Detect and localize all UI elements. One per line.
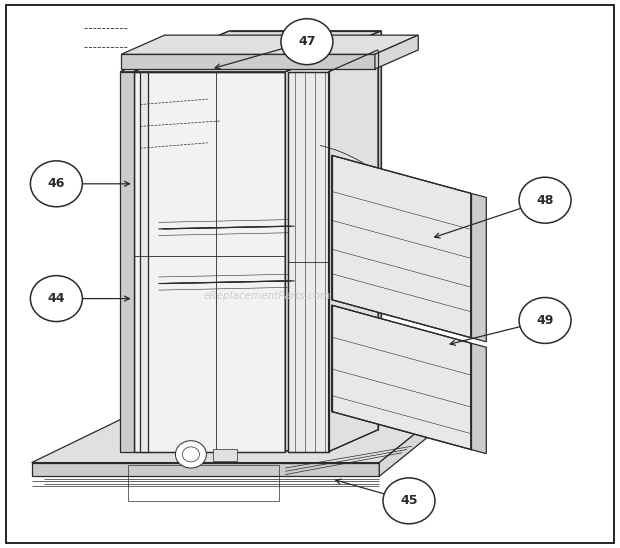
Polygon shape	[140, 72, 148, 452]
Polygon shape	[471, 193, 486, 342]
Bar	[213, 449, 237, 461]
Circle shape	[281, 19, 333, 65]
Circle shape	[175, 441, 206, 468]
Polygon shape	[471, 343, 486, 454]
Text: 44: 44	[48, 292, 65, 305]
Polygon shape	[134, 31, 381, 72]
Polygon shape	[32, 463, 379, 476]
Text: eReplacementParts.com: eReplacementParts.com	[203, 291, 330, 301]
Text: 49: 49	[536, 314, 554, 327]
Polygon shape	[32, 416, 437, 463]
Polygon shape	[134, 72, 285, 452]
Text: 46: 46	[48, 178, 65, 190]
Circle shape	[383, 478, 435, 524]
Circle shape	[519, 177, 571, 223]
Text: 48: 48	[536, 193, 554, 207]
Polygon shape	[120, 66, 148, 72]
Circle shape	[30, 276, 82, 322]
Text: 47: 47	[298, 35, 316, 48]
Polygon shape	[288, 72, 329, 452]
Circle shape	[519, 298, 571, 344]
Polygon shape	[332, 305, 471, 449]
Polygon shape	[332, 155, 471, 338]
Polygon shape	[375, 35, 418, 69]
Polygon shape	[379, 416, 437, 476]
Polygon shape	[120, 72, 134, 452]
Polygon shape	[329, 50, 378, 452]
Polygon shape	[285, 31, 381, 452]
Circle shape	[30, 161, 82, 207]
Circle shape	[182, 447, 200, 462]
Text: 45: 45	[401, 494, 418, 507]
Polygon shape	[122, 35, 418, 54]
Polygon shape	[122, 54, 375, 69]
